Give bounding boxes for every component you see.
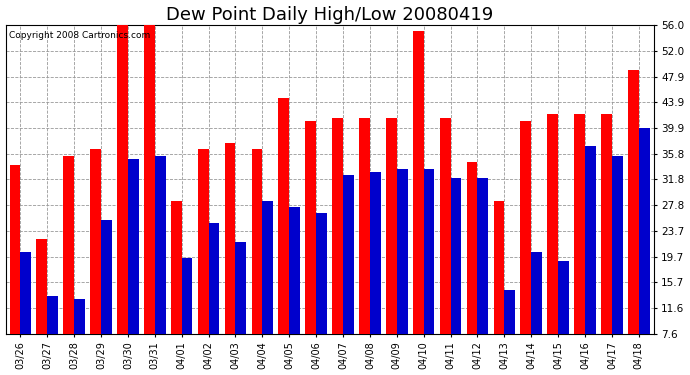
Bar [235, 242, 246, 334]
Bar [306, 121, 316, 334]
Bar [585, 146, 595, 334]
Bar [547, 114, 558, 334]
Bar [316, 213, 327, 334]
Bar [289, 207, 300, 334]
Bar [531, 252, 542, 334]
Bar [397, 169, 408, 334]
Bar [440, 118, 451, 334]
Bar [37, 239, 47, 334]
Bar [74, 299, 85, 334]
Bar [574, 114, 585, 334]
Bar [359, 118, 370, 334]
Bar [117, 22, 128, 334]
Bar [628, 70, 639, 334]
Text: Copyright 2008 Cartronics.com: Copyright 2008 Cartronics.com [9, 31, 150, 40]
Bar [252, 150, 262, 334]
Bar [451, 178, 462, 334]
Bar [208, 223, 219, 334]
Bar [413, 32, 424, 334]
Bar [262, 201, 273, 334]
Bar [279, 99, 289, 334]
Title: Dew Point Daily High/Low 20080419: Dew Point Daily High/Low 20080419 [166, 6, 493, 24]
Bar [10, 165, 20, 334]
Bar [171, 201, 181, 334]
Bar [601, 114, 612, 334]
Bar [181, 258, 193, 334]
Bar [520, 121, 531, 334]
Bar [20, 252, 31, 334]
Bar [424, 169, 435, 334]
Bar [386, 118, 397, 334]
Bar [101, 220, 112, 334]
Bar [504, 290, 515, 334]
Bar [63, 156, 74, 334]
Bar [493, 201, 504, 334]
Bar [198, 150, 208, 334]
Bar [90, 150, 101, 334]
Bar [558, 261, 569, 334]
Bar [128, 159, 139, 334]
Bar [370, 172, 381, 334]
Bar [612, 156, 622, 334]
Bar [225, 143, 235, 334]
Bar [333, 118, 343, 334]
Bar [639, 128, 649, 334]
Bar [466, 162, 477, 334]
Bar [144, 22, 155, 334]
Bar [343, 175, 354, 334]
Bar [477, 178, 489, 334]
Bar [47, 296, 58, 334]
Bar [155, 156, 166, 334]
